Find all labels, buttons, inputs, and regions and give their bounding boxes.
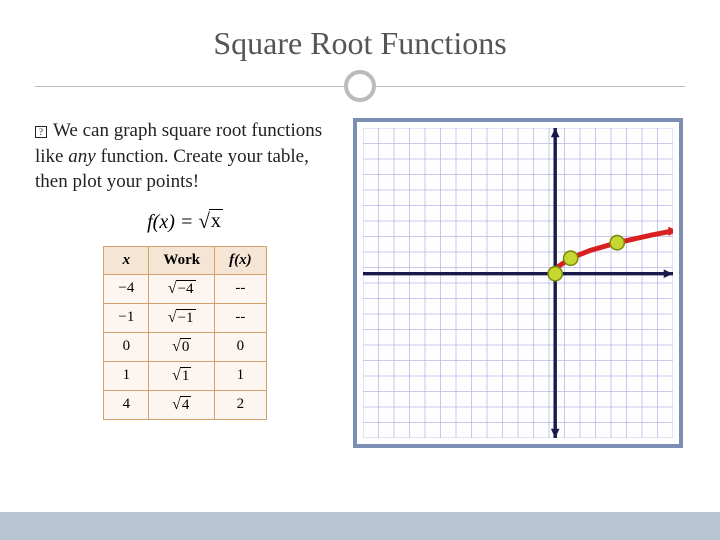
cell-work: √0: [149, 332, 215, 361]
equation-rhs: x: [209, 209, 223, 233]
right-column: [350, 118, 685, 510]
page-title: Square Root Functions: [35, 25, 685, 62]
col-x: x: [104, 246, 149, 274]
equation-lhs: f(x) =: [147, 211, 198, 233]
graph: [363, 128, 673, 438]
title-divider: [35, 70, 685, 100]
cell-work: √1: [149, 361, 215, 390]
col-fx: f(x): [215, 246, 267, 274]
cell-x: −4: [104, 274, 149, 303]
footer-band: [0, 512, 720, 540]
left-column: ?We can graph square root functions like…: [35, 118, 335, 510]
cell-work: √4: [149, 390, 215, 419]
table-row: −4√−4--: [104, 274, 266, 303]
equation: f(x) = √x: [35, 209, 335, 234]
title-area: Square Root Functions: [35, 25, 685, 100]
table-row: 1√11: [104, 361, 266, 390]
bullet-icon: ?: [35, 126, 47, 138]
col-work: Work: [149, 246, 215, 274]
graph-frame: [353, 118, 683, 448]
cell-x: 0: [104, 332, 149, 361]
table-header-row: x Work f(x): [104, 246, 266, 274]
slide: Square Root Functions ?We can graph squa…: [0, 0, 720, 540]
cell-fx: 0: [215, 332, 267, 361]
cell-x: 4: [104, 390, 149, 419]
sqrt-icon: √x: [198, 209, 223, 234]
content-area: ?We can graph square root functions like…: [35, 118, 685, 510]
cell-x: 1: [104, 361, 149, 390]
table-row: 0√00: [104, 332, 266, 361]
intro-text: ?We can graph square root functions like…: [35, 118, 335, 195]
graph-svg: [363, 128, 673, 438]
table-row: −1√−1--: [104, 303, 266, 332]
values-table: x Work f(x) −4√−4--−1√−1--0√001√114√42: [103, 246, 266, 420]
cell-work: √−4: [149, 274, 215, 303]
cell-fx: 2: [215, 390, 267, 419]
cell-x: −1: [104, 303, 149, 332]
cell-fx: 1: [215, 361, 267, 390]
cell-fx: --: [215, 274, 267, 303]
intro-italic: any: [68, 146, 95, 167]
cell-fx: --: [215, 303, 267, 332]
cell-work: √−1: [149, 303, 215, 332]
divider-circle-icon: [344, 70, 376, 102]
table-row: 4√42: [104, 390, 266, 419]
